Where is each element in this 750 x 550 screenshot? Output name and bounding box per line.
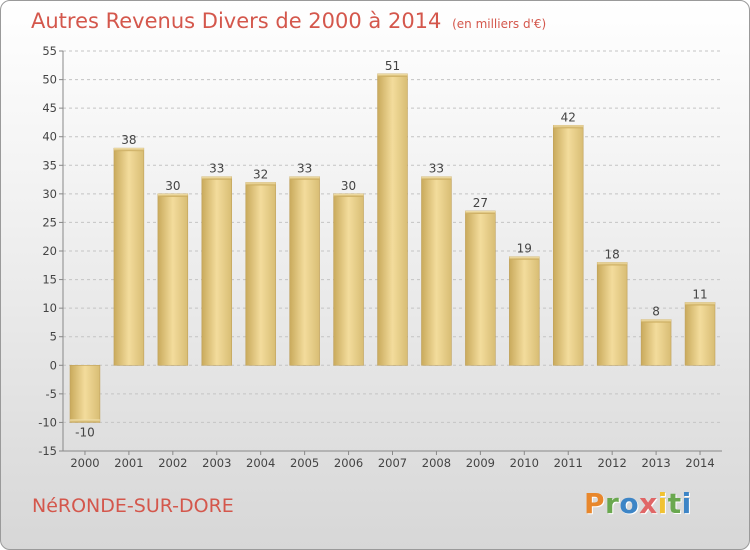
bar-2006	[333, 193, 364, 366]
logo-letter: t	[667, 487, 682, 520]
bar-cap	[157, 193, 188, 197]
data-label-2007: 51	[385, 59, 400, 73]
logo-letter: r	[605, 487, 620, 520]
bar-2008	[421, 176, 452, 366]
bar-2010	[509, 256, 540, 366]
x-tick-label-2005: 2005	[290, 456, 319, 470]
bar-cap	[597, 262, 628, 266]
x-tick-label-2003: 2003	[202, 456, 231, 470]
bar-cap	[201, 176, 232, 180]
bar-cap	[641, 319, 672, 323]
x-tick-label-2009: 2009	[466, 456, 495, 470]
x-tick-label-2000: 2000	[70, 456, 99, 470]
data-label-2009: 27	[473, 196, 488, 210]
data-label-2000: -10	[75, 425, 95, 439]
data-label-2012: 18	[605, 247, 620, 261]
logo-letter: i	[657, 487, 668, 520]
axis-layer	[59, 50, 722, 455]
logo-letter: i	[681, 487, 692, 520]
y-tick-label: 55	[42, 44, 57, 58]
y-tick-label: 15	[42, 273, 57, 287]
x-tick-label-2014: 2014	[685, 456, 714, 470]
data-label-2005: 33	[297, 162, 312, 176]
logo-letter: o	[619, 487, 640, 520]
y-tick-label: 40	[42, 130, 57, 144]
bar-2012	[596, 262, 628, 366]
y-tick-label: 35	[42, 158, 57, 172]
y-tick-label: -10	[38, 415, 57, 429]
bar-2009	[465, 210, 496, 366]
x-tick-label-2010: 2010	[510, 456, 539, 470]
data-label-2010: 19	[517, 242, 532, 256]
bar-cap	[421, 176, 452, 180]
y-tick-label: 10	[42, 301, 57, 315]
data-label-2001: 38	[121, 133, 136, 147]
bars-layer	[69, 73, 716, 423]
y-tick-label: -5	[46, 387, 57, 401]
bar-2011	[552, 124, 584, 366]
x-tick-label-2007: 2007	[378, 456, 407, 470]
y-tick-label: -15	[38, 444, 57, 458]
chart-title: Autres Revenus Divers de 2000 à 2014 (en…	[31, 9, 546, 33]
x-tick-label-2013: 2013	[641, 456, 670, 470]
data-label-2008: 33	[429, 162, 444, 176]
bar-2001	[113, 147, 145, 366]
bar-cap	[333, 193, 364, 197]
bar-cap	[685, 302, 715, 306]
y-tick-label: 0	[50, 358, 57, 372]
logo-letter: x	[639, 487, 658, 520]
labels-layer: -15 -10 -5 0 5 10 15 20 25 30 35 40 45 50 55 -10 2000 38 2…	[38, 44, 714, 470]
bar-cap	[289, 176, 320, 180]
data-label-2004: 32	[253, 167, 268, 181]
unit-note: (en milliers d'€)	[452, 17, 547, 31]
bar-cap	[377, 73, 408, 77]
bar-cap	[245, 182, 276, 186]
x-tick-label-2004: 2004	[246, 456, 275, 470]
commune-name: NéRONDE-SUR-DORE	[32, 495, 234, 517]
bar-cap	[113, 148, 144, 152]
bar-cap	[509, 256, 540, 260]
bar-2000	[69, 364, 101, 423]
y-tick-label: 50	[42, 73, 57, 87]
data-label-2014: 11	[692, 287, 707, 301]
data-label-2006: 30	[341, 179, 356, 193]
bar-cap	[553, 125, 584, 129]
bar-2013	[640, 319, 672, 366]
data-label-2011: 42	[561, 110, 576, 124]
bar-2003	[201, 176, 233, 366]
data-label-2002: 30	[165, 179, 180, 193]
bar-2004	[245, 182, 276, 366]
y-tick-label: 5	[50, 330, 57, 344]
bar-2014	[684, 302, 716, 366]
x-tick-label-2008: 2008	[422, 456, 451, 470]
x-tick-label-2011: 2011	[554, 456, 583, 470]
x-tick-label-2012: 2012	[598, 456, 627, 470]
logo-letter: P	[584, 487, 606, 520]
y-tick-label: 20	[42, 244, 57, 258]
x-tick-label-2006: 2006	[334, 456, 363, 470]
bar-cap	[465, 211, 496, 214]
y-tick-label: 45	[42, 101, 57, 115]
bar-2002	[157, 193, 189, 366]
bar-cap	[70, 419, 100, 423]
bar-2007	[377, 73, 408, 366]
x-tick-label-2002: 2002	[158, 456, 187, 470]
chart-title-text: Autres Revenus Divers de 2000 à 2014	[31, 9, 442, 33]
y-tick-label: 30	[42, 187, 57, 201]
x-tick-label-2001: 2001	[114, 456, 143, 470]
data-label-2003: 33	[209, 162, 224, 176]
proxiti-logo: Proxiti	[584, 487, 692, 520]
data-label-2013: 8	[652, 305, 660, 319]
bar-2005	[289, 176, 320, 366]
y-tick-label: 25	[42, 215, 57, 229]
